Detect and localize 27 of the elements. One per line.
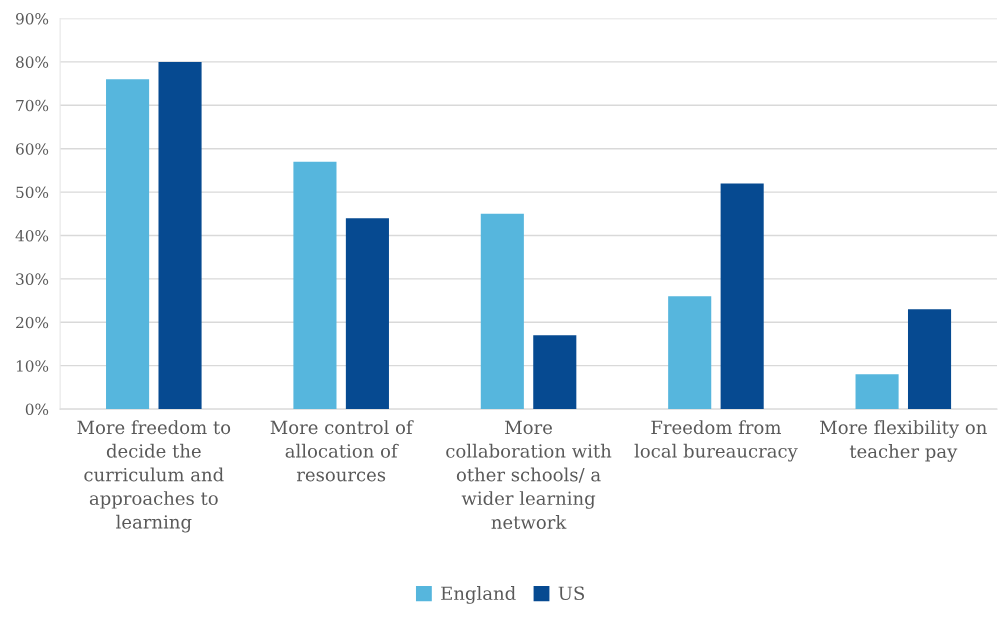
bar — [907, 309, 952, 410]
legend-label: US — [558, 586, 585, 601]
bar — [345, 218, 389, 410]
bar — [668, 296, 712, 410]
y-tick-label: 80% — [16, 56, 49, 68]
y-tick-label: 40% — [15, 229, 49, 242]
x-tick-label: More freedom to decide the curriculum and approaches to learning — [77, 420, 231, 533]
y-tick-label: 60% — [16, 143, 49, 155]
y-tick-label: 70% — [16, 99, 49, 112]
legend-label: England — [441, 586, 516, 604]
bar — [106, 79, 150, 410]
y-tick-label: 0% — [25, 403, 49, 416]
bar — [158, 61, 202, 410]
bar — [533, 335, 577, 410]
bar — [293, 161, 337, 410]
x-tick-label: Freedom from local bureaucracy — [634, 420, 798, 462]
y-tick-label: 10% — [16, 360, 49, 372]
bar — [720, 183, 764, 410]
y-tick-label: 90% — [16, 12, 49, 25]
x-tick-label: More collaboration with other schools/ a wider learning network — [446, 420, 612, 530]
bar — [480, 213, 524, 410]
bar — [855, 374, 899, 410]
y-tick-label: 50% — [16, 186, 49, 199]
x-tick-label: More flexibility on teacher pay — [820, 420, 987, 462]
y-tick-label: 20% — [16, 316, 49, 329]
y-tick-label: 30% — [16, 273, 49, 285]
x-tick-label: More control of allocation of resources — [270, 420, 414, 482]
